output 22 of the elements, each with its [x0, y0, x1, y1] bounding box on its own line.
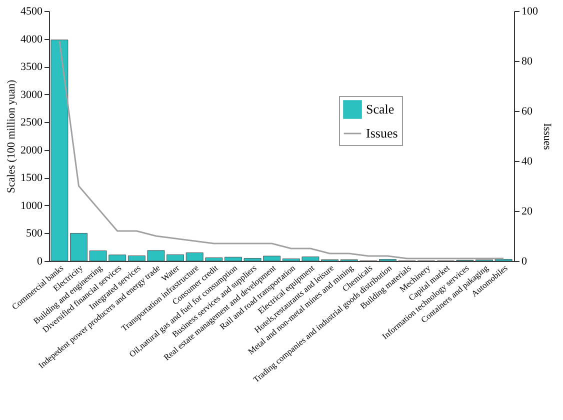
- y2-tick-label: 40: [522, 156, 533, 168]
- y-tick-label: 3000: [20, 88, 43, 101]
- y2-tick-label: 100: [522, 6, 538, 18]
- y-tick-label: 2000: [20, 144, 43, 156]
- bar: [50, 40, 68, 262]
- legend-label: Issues: [366, 126, 398, 140]
- line-series: [58, 40, 504, 260]
- y-tick-label: 4500: [20, 6, 43, 18]
- y-axis-title: Scales (100 million yuan): [6, 79, 18, 194]
- y2-tick-label: 0: [522, 256, 528, 268]
- y-tick-label: 2500: [20, 116, 43, 129]
- y-tick-label: 1000: [20, 200, 43, 212]
- y-tick-label: 4000: [20, 33, 43, 46]
- y-tick-label: 3500: [20, 61, 43, 74]
- y2-tick-label: 20: [522, 206, 533, 218]
- y-tick-label: 0: [37, 256, 43, 268]
- legend-label: Scale: [366, 102, 394, 116]
- y-tick-label: 500: [26, 228, 43, 240]
- y2-tick-label: 80: [522, 56, 533, 68]
- y2-tick-label: 60: [522, 106, 533, 118]
- y2-axis-title: Issues: [541, 123, 553, 150]
- y-tick-label: 1500: [20, 172, 43, 184]
